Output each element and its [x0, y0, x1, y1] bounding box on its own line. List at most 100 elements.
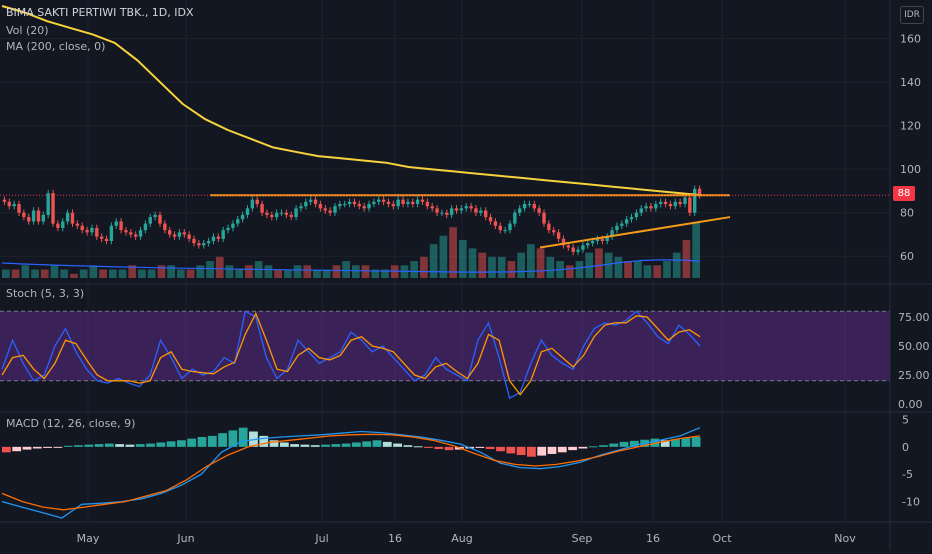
macd-histogram-bar [671, 439, 680, 447]
macd-histogram-bar [475, 446, 485, 448]
candle-body [2, 199, 7, 202]
candle-body [197, 243, 201, 246]
candle-body [211, 236, 216, 242]
volume-bar [303, 265, 312, 278]
price-tick-label: 80 [900, 207, 914, 220]
macd-histogram-bar [53, 446, 63, 448]
candle-body [90, 227, 94, 233]
macd-histogram-bar [382, 441, 392, 447]
candle-body [542, 212, 546, 224]
ma-200-line [1, 5, 703, 197]
candle-body [474, 208, 478, 213]
macd-histogram-bar [609, 443, 619, 447]
macd-histogram-bar [63, 445, 73, 447]
candle-body [615, 225, 619, 231]
macd-histogram-bar [321, 444, 330, 447]
candle-body [338, 204, 342, 207]
macd-histogram-bar [527, 446, 536, 457]
macd-histogram-bar [156, 442, 166, 447]
macd-histogram-bar [166, 441, 176, 447]
candle-body [420, 199, 425, 202]
candle-body [347, 201, 352, 205]
volume-bar [31, 269, 39, 278]
macd-histogram-bar [94, 444, 104, 447]
candle-body [483, 210, 488, 218]
candle-body [445, 212, 449, 215]
candle-body [600, 238, 605, 242]
candle-body [663, 201, 668, 205]
candle-body [279, 212, 284, 214]
volume-bar [439, 235, 448, 278]
candle-body [240, 214, 245, 220]
stoch-legend[interactable]: Stoch (5, 3, 3) [6, 287, 85, 300]
candle-body [70, 212, 75, 224]
candle-body [430, 206, 434, 209]
candle-body [391, 204, 396, 207]
candle-body [7, 201, 11, 207]
macd-histogram-bar [434, 446, 444, 450]
candle-body [518, 208, 522, 213]
currency-badge[interactable]: IDR [900, 6, 924, 24]
volume-bar [21, 265, 30, 278]
candle-body [148, 217, 152, 224]
candle-body [532, 204, 536, 209]
candle-body [493, 221, 498, 226]
candle-body [488, 217, 493, 222]
candle-body [216, 236, 221, 239]
volume-bar [449, 227, 457, 278]
volume-bar [225, 265, 234, 278]
volume-bar [99, 269, 107, 278]
candle-body [168, 230, 172, 235]
candle-body [51, 193, 55, 224]
candle-body [469, 206, 473, 209]
volume-legend[interactable]: Vol (20) [6, 24, 49, 37]
volume-bar [507, 261, 516, 278]
candle-body [527, 204, 532, 206]
candle-body [401, 199, 405, 205]
macd-histogram-bar [547, 446, 557, 454]
volume-bar [108, 269, 117, 278]
macd-histogram-bar [135, 444, 145, 447]
macd-histogram-bar [588, 446, 598, 448]
macd-histogram-bar [619, 441, 629, 447]
stoch-tick-label: 50.00 [898, 340, 930, 353]
candle-body [41, 214, 46, 222]
volume-bar [692, 223, 700, 278]
candle-body [138, 230, 143, 237]
candle-body [678, 201, 682, 205]
candle-body [547, 223, 551, 231]
candle-body [693, 188, 697, 213]
candle-body [182, 232, 186, 235]
candle-body [658, 201, 663, 205]
volume-bar [147, 269, 156, 278]
time-tick-label: Jun [176, 532, 194, 545]
candle-body [449, 208, 454, 215]
volume-bar [245, 265, 253, 278]
macd-histogram-bar [22, 446, 32, 450]
candle-body [668, 204, 673, 207]
candle-body [479, 210, 483, 213]
ma-legend[interactable]: MA (200, close, 0) [6, 40, 106, 53]
last-price-tag: 88 [893, 186, 915, 201]
candle-body [697, 188, 702, 196]
volume-bar [420, 256, 428, 278]
volume-bar [313, 269, 321, 278]
macd-histogram-bar [300, 444, 310, 447]
volume-bar [352, 265, 360, 278]
volume-bar [429, 244, 438, 278]
time-tick-label: Oct [712, 532, 732, 545]
macd-legend[interactable]: MACD (12, 26, close, 9) [6, 417, 136, 430]
candle-body [372, 201, 376, 205]
candle-body [114, 221, 118, 226]
macd-histogram-bar [599, 445, 608, 447]
volume-bar [575, 261, 584, 278]
volume-bar [60, 269, 69, 278]
macd-histogram-bar [74, 445, 83, 447]
candle-body [323, 208, 327, 211]
candle-body [649, 206, 653, 209]
candle-body [620, 223, 624, 226]
candle-body [629, 217, 634, 220]
candle-body [406, 201, 410, 205]
candle-body [435, 208, 439, 213]
